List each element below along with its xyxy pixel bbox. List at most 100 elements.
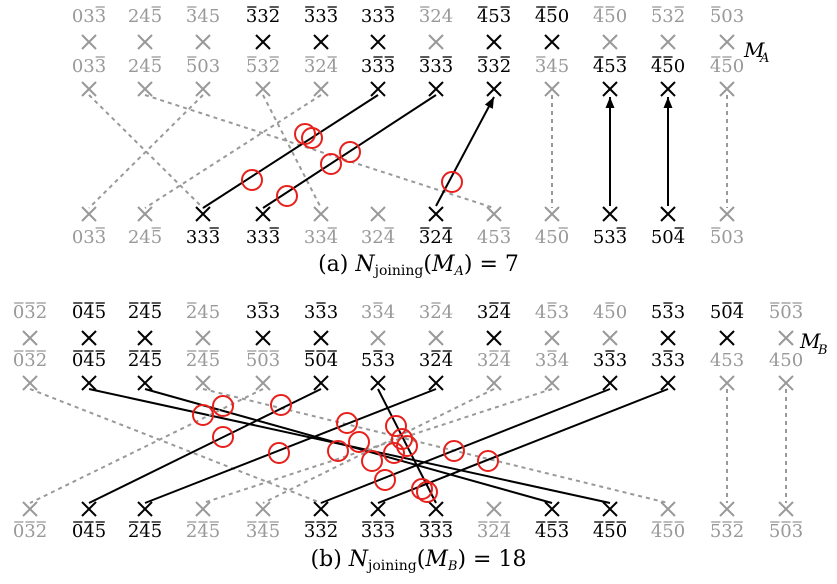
- a-top1-node-5: [370, 34, 386, 50]
- a-top2-label-6: 333: [419, 56, 453, 77]
- a-top2-node-6: [428, 81, 444, 97]
- a-bottom-label-4-text: 334: [304, 227, 338, 248]
- b-top2-node-12: [719, 375, 735, 391]
- b-crossing-1: [270, 394, 292, 416]
- b-bottom-label-3-text: 245: [186, 521, 220, 542]
- b-bottom-node-10: [602, 501, 618, 517]
- a-bottom-node-9: [602, 206, 618, 222]
- a-link-9: [605, 97, 615, 206]
- b-bottom-label-7: 333: [419, 521, 453, 542]
- b-top2-label-4-text: 503: [246, 350, 280, 371]
- b-top1-label-1: 045: [72, 302, 106, 323]
- b-top1-node-7: [428, 330, 444, 346]
- b-top2-label-5: 504: [304, 350, 338, 371]
- b-top1-label-8-text: 324: [477, 302, 511, 323]
- a-matrix-label: M: [743, 38, 765, 62]
- b-bottom-label-10: 450: [593, 521, 627, 542]
- a-top2-label-4-text: 324: [304, 56, 338, 77]
- a-top2-label-3: 532: [246, 56, 280, 77]
- b-bottom-label-7-text: 333: [419, 521, 453, 542]
- b-bottom-node-1: [81, 501, 97, 517]
- b-top1-label-1-text: 045: [72, 302, 106, 323]
- b-top1-label-0-text: 032: [13, 302, 47, 323]
- b-top2-label-1: 045: [72, 350, 106, 371]
- b-link-5: [88, 388, 322, 504]
- a-bottom-label-5: 324: [361, 227, 395, 248]
- caption-a-sub: joining: [374, 263, 424, 279]
- b-bottom-node-12: [719, 501, 735, 517]
- b-top1-label-7: 324: [419, 302, 453, 323]
- a-top2-label-0-text: 033: [72, 56, 106, 77]
- b-top1-label-0: 032: [13, 302, 47, 323]
- b-top2-label-8-text: 324: [477, 350, 511, 371]
- b-top1-label-3: 245: [186, 302, 220, 323]
- a-top1-label-4-text: 333: [304, 6, 338, 27]
- b-top2-label-11: 333: [651, 350, 685, 371]
- b-top1-node-11: [660, 330, 676, 346]
- b-top1-label-4: 333: [246, 302, 280, 323]
- b-link-0: [29, 388, 322, 504]
- b-crossing-16: [411, 478, 433, 500]
- a-bottom-label-9-text: 533: [593, 227, 627, 248]
- b-top2-label-12-text: 453: [710, 350, 744, 371]
- a-bottom-node-4: [313, 206, 329, 222]
- b-top1-label-10: 450: [593, 302, 627, 323]
- a-bottom-node-10: [660, 206, 676, 222]
- b-top2-node-0: [22, 375, 38, 391]
- a-top2-node-7: [486, 81, 502, 97]
- caption-a-arg: M: [431, 252, 455, 277]
- b-top1-label-11-text: 533: [651, 302, 685, 323]
- a-top2-node-4: [313, 81, 329, 97]
- a-top1-label-0: 033: [72, 6, 106, 27]
- b-bottom-label-10-text: 450: [593, 521, 627, 542]
- b-bottom-label-3: 245: [186, 521, 220, 542]
- caption-b-value: = 18: [466, 547, 527, 572]
- b-crossing-7: [391, 428, 413, 450]
- a-link-7: [435, 96, 495, 207]
- b-top1-node-6: [370, 330, 386, 346]
- b-crossing-5: [212, 426, 234, 448]
- b-bottom-label-0: 032: [13, 521, 47, 542]
- b-link-9: [202, 388, 553, 504]
- b-top1-node-13: [778, 330, 794, 346]
- a-bottom-label-8-text: 450: [535, 227, 569, 248]
- a-link-2: [88, 94, 204, 209]
- b-bottom-label-11-text: 450: [651, 521, 685, 542]
- panel-a: 033 245 345 332 333 333 324 453 450 450 532 503 033 2…: [72, 6, 770, 248]
- b-top2-label-5-text: 504: [304, 350, 338, 371]
- b-top1-label-7-text: 324: [419, 302, 453, 323]
- b-top1-label-2: 245: [128, 302, 162, 323]
- a-link-10: [663, 97, 673, 206]
- b-top1-label-13: 503: [769, 302, 803, 323]
- panel-b: 032 045 245 245 333 333 334 324 324 453 450 533 504 5…: [13, 302, 828, 542]
- b-top2-node-13: [778, 375, 794, 391]
- a-bottom-node-0: [81, 206, 97, 222]
- a-bottom-node-8: [544, 206, 560, 222]
- a-top1-label-5: 333: [361, 6, 395, 27]
- b-top1-label-3-text: 245: [186, 302, 220, 323]
- b-bottom-label-9-text: 453: [535, 521, 569, 542]
- b-link-7: [144, 388, 437, 504]
- b-link-8: [262, 388, 495, 504]
- b-top1-label-5-text: 333: [304, 302, 338, 323]
- a-top1-label-3: 332: [246, 6, 280, 27]
- b-top2-label-7: 324: [419, 350, 453, 371]
- b-crossing-12: [443, 440, 465, 462]
- b-top2-label-6-text: 533: [361, 350, 395, 371]
- a-top2-label-1-text: 245: [128, 56, 162, 77]
- b-crossing-3: [336, 412, 358, 434]
- b-top1-label-10-text: 450: [593, 302, 627, 323]
- b-top1-node-4: [255, 330, 271, 346]
- b-bottom-label-12-text: 532: [710, 521, 744, 542]
- b-crossing-14: [477, 450, 499, 472]
- b-bottom-node-4: [255, 501, 271, 517]
- a-top1-label-11-text: 503: [710, 6, 744, 27]
- caption-b-sub: joining: [368, 558, 417, 574]
- a-matrix-sub: A: [759, 51, 769, 66]
- a-top2-node-0: [81, 81, 97, 97]
- b-top2-label-4: 503: [246, 350, 280, 371]
- a-bottom-label-2-text: 333: [186, 227, 220, 248]
- b-top1-node-12: [719, 330, 735, 346]
- caption-b-arg-sub: B: [447, 559, 458, 574]
